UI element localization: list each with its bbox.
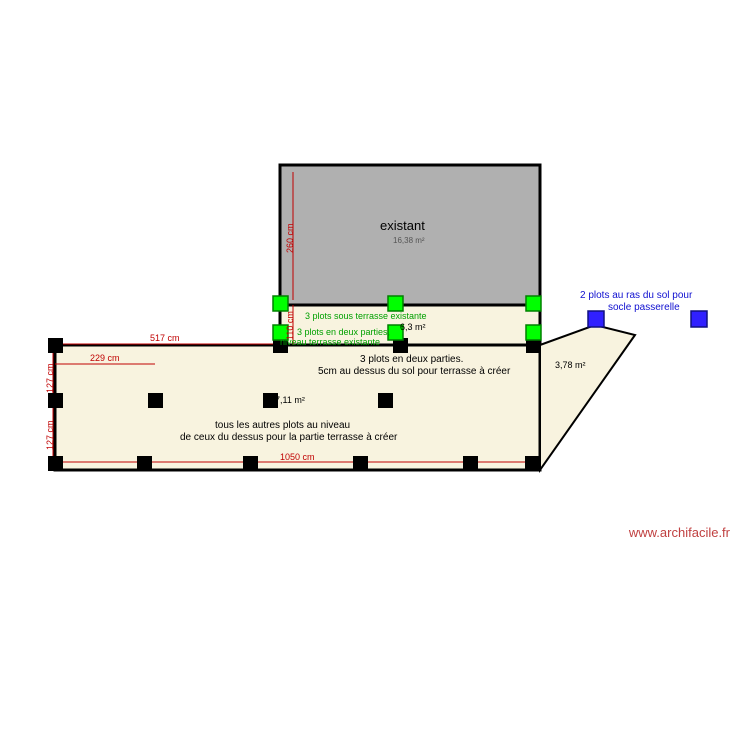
- strip-area: 6,3 m²: [400, 322, 426, 333]
- dim-127a: 127 cm: [45, 363, 55, 393]
- dim-229: 229 cm: [90, 353, 120, 363]
- dim-1050: 1050 cm: [280, 452, 315, 462]
- watermark: www.archifacile.fr: [629, 525, 730, 540]
- black-label-2b: de ceux du dessus pour la partie terrass…: [180, 432, 397, 444]
- main-area: 37,11 m²: [270, 395, 305, 406]
- blue-label-2: socle passerelle: [608, 302, 680, 314]
- dim-517: 517 cm: [150, 333, 180, 343]
- existant-label: existant: [380, 218, 425, 234]
- existant-area: 16,38 m²: [393, 236, 425, 246]
- dim-110: 110 cm: [285, 311, 295, 340]
- black-label-1b: 5cm au dessus du sol pour terrasse à cré…: [318, 366, 510, 378]
- room-triangle: [540, 325, 635, 470]
- blue-label-1: 2 plots au ras du sol pour: [580, 290, 692, 302]
- tri-area: 3,78 m²: [555, 360, 586, 371]
- green-label-1: 3 plots sous terrasse existante: [305, 311, 427, 322]
- dim-260: 260 cm: [285, 223, 295, 253]
- black-label-1a: 3 plots en deux parties.: [360, 354, 463, 366]
- green-label-2b: niveau terrasse existante: [280, 337, 380, 348]
- dim-127b: 127 cm: [45, 420, 55, 450]
- room-existant: [280, 165, 540, 305]
- black-label-2a: tous les autres plots au niveau: [215, 420, 350, 432]
